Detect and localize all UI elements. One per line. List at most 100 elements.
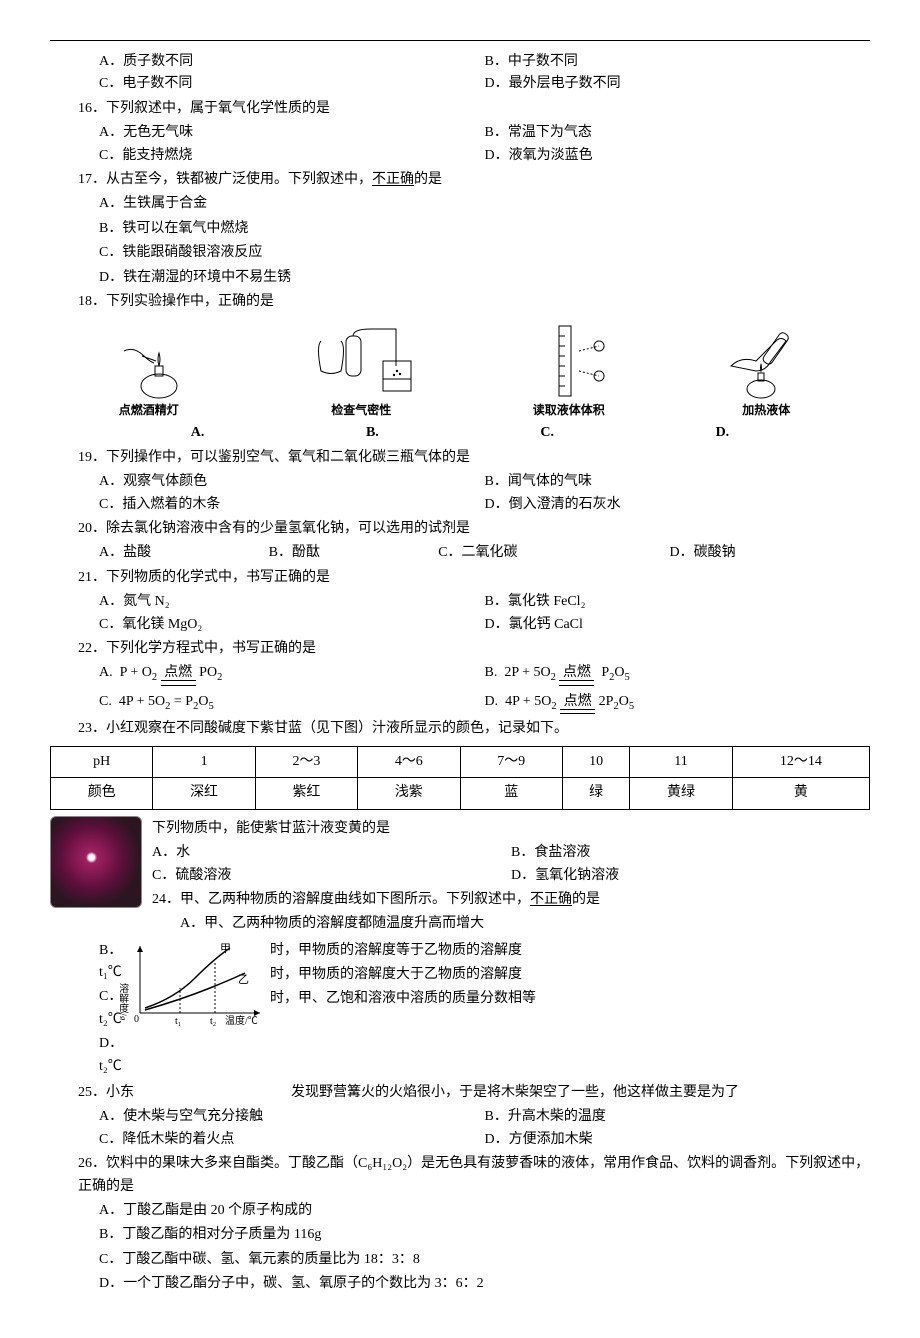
airtightness-icon	[301, 321, 421, 401]
q23-opt-d: D．氢氧化钠溶液	[511, 865, 870, 887]
q15-opt-d: D．最外层电子数不同	[485, 73, 871, 95]
q22-opt-b: B. 2P + 5O2 点燃 P2O5	[485, 662, 871, 687]
q23-sub-block: 下列物质中，能使紫甘蓝汁液变黄的是 A．水 B．食盐溶液 C．硫酸溶液 D．氢氧…	[50, 816, 870, 938]
q22-opt-d: D. 4P + 5O2 点燃 2P2O5	[485, 691, 871, 716]
q18-cap-b: 检查气密性	[301, 401, 421, 420]
q18-labels: A. B. C. D.	[50, 422, 870, 444]
q16-opt-a: A．无色无气味	[99, 122, 485, 144]
cabbage-image	[50, 816, 142, 908]
q22-row1: A. P + O2 点燃 PO2 B. 2P + 5O2 点燃 P2O5	[50, 662, 870, 687]
q22-lc: C.	[99, 694, 112, 709]
q23-r2: 浅紫	[358, 778, 460, 809]
q25-row2: C．降低木柴的着火点 D．方便添加木柴	[50, 1129, 870, 1151]
q25-opt-b: B．升高木柴的温度	[485, 1106, 871, 1128]
q20-opt-a: A．盐酸	[99, 542, 269, 564]
q23-opt-a: A．水	[152, 842, 511, 864]
curve-t1: t₁	[175, 1016, 181, 1027]
q23-srow2: C．硫酸溶液 D．氢氧化钠溶液	[152, 865, 870, 887]
q16-opt-c: C．能支持燃烧	[99, 145, 485, 167]
q24-c-post: 时，甲物质的溶解度大于乙物质的溶解度	[270, 964, 870, 986]
q15-opt-a: A．质子数不同	[99, 51, 485, 73]
q16-row2: C．能支持燃烧 D．液氧为淡蓝色	[50, 145, 870, 167]
q24-opt-a: A．甲、乙两种物质的溶解度都随温度升高而增大	[152, 913, 870, 935]
q22-opt-c: C. 4P + 5O2 = P2O5	[99, 691, 485, 716]
q19-opt-a: A．观察气体颜色	[99, 471, 485, 493]
q20-opt-d: D．碳酸钠	[670, 542, 840, 564]
q19-opt-b: B．闻气体的气味	[485, 471, 871, 493]
q21-opt-a: A．氮气 N₂	[99, 591, 485, 613]
q18-cap-c: 读取液体体积	[529, 401, 609, 420]
q18-lb: B.	[366, 422, 379, 444]
curve-label-yi: 乙	[238, 973, 249, 986]
q20-stem: 20．除去氯化钠溶液中含有的少量氢氧化钠，可以选用的试剂是	[50, 518, 870, 540]
q22-row2: C. 4P + 5O2 = P2O5 D. 4P + 5O2 点燃 2P2O5	[50, 691, 870, 716]
q18-ld: D.	[716, 422, 730, 444]
q17-opt-c: C．铁能跟硝酸银溶液反应	[50, 242, 870, 264]
q24-body: B．t₁℃ C．t₂℃ D．t₂℃ 甲 乙 t₁ t₂ 温度/℃ 溶解度/g 0…	[50, 938, 870, 1080]
page-top-rule	[50, 40, 870, 41]
q23-c3: 7～9	[460, 746, 562, 777]
q24-stem-u: 不正确	[530, 892, 572, 907]
q26-opt-c: C．丁酸乙酯中碳、氢、氧元素的质量比为 18：3：8	[50, 1249, 870, 1271]
q15-options-2: C．电子数不同 D．最外层电子数不同	[50, 73, 870, 95]
q24-c-pre: C．t₂℃	[50, 986, 120, 1031]
q25-row1: A．使木柴与空气充分接触 B．升高木柴的温度	[50, 1106, 870, 1128]
q21-row1: A．氮气 N₂ B．氯化铁 FeCl₂	[50, 591, 870, 613]
q24-stem-post: 的是	[572, 892, 600, 907]
q23-r5: 黄绿	[630, 778, 732, 809]
q23-r0: 深红	[153, 778, 255, 809]
svg-text:0: 0	[134, 1014, 139, 1025]
q23-opt-c: C．硫酸溶液	[152, 865, 511, 887]
q18-fig-b: 检查气密性	[301, 321, 421, 420]
q23-r4: 绿	[562, 778, 629, 809]
heat-liquid-icon	[716, 321, 816, 401]
q23-r6: 黄	[732, 778, 869, 809]
q23-srow1: A．水 B．食盐溶液	[152, 842, 870, 864]
q17-stem-u: 不正确	[372, 172, 414, 187]
q16-opt-d: D．液氧为淡蓝色	[485, 145, 871, 167]
q18-fig-a: 点燃酒精灯	[104, 321, 194, 420]
q23-c4: 10	[562, 746, 629, 777]
q18-cap-a: 点燃酒精灯	[104, 401, 194, 420]
q23-c6: 12～14	[732, 746, 869, 777]
q23-table: pH 1 2～3 4～6 7～9 10 11 12～14 颜色 深红 紫红 浅紫…	[50, 746, 870, 810]
q17-opt-d: D．铁在潮湿的环境中不易生锈	[50, 267, 870, 289]
q18-cap-d: 加热液体	[716, 401, 816, 420]
q16-stem: 16．下列叙述中，属于氧气化学性质的是	[50, 98, 870, 120]
curve-label-jia: 甲	[220, 943, 231, 955]
q19-row1: A．观察气体颜色 B．闻气体的气味	[50, 471, 870, 493]
q17-opt-b: B．铁可以在氧气中燃烧	[50, 218, 870, 240]
q21-opt-b: B．氯化铁 FeCl₂	[485, 591, 871, 613]
q22-opt-a: A. P + O2 点燃 PO2	[99, 662, 485, 687]
curve-t2: t₂	[210, 1016, 216, 1027]
q23-c1: 2～3	[255, 746, 357, 777]
q24-stem-pre: 24．甲、乙两种物质的溶解度曲线如下图所示。下列叙述中，	[152, 892, 530, 907]
q21-opt-d: D．氯化钙 CaCl	[485, 614, 871, 636]
q22-lb: B.	[485, 665, 498, 680]
q19-row2: C．插入燃着的木条 D．倒入澄清的石灰水	[50, 494, 870, 516]
q23-th-color: 颜色	[51, 778, 153, 809]
q23-c5: 11	[630, 746, 732, 777]
q24-b-post: 时，甲物质的溶解度等于乙物质的溶解度	[270, 940, 870, 962]
q17-stem: 17．从古至今，铁都被广泛使用。下列叙述中，不正确的是	[50, 169, 870, 191]
q17-stem-post: 的是	[414, 172, 442, 187]
q15-options: A．质子数不同 B．中子数不同	[50, 51, 870, 73]
q18-fig-c: 读取液体体积	[529, 321, 609, 420]
q16-opt-b: B．常温下为气态	[485, 122, 871, 144]
alcohol-lamp-icon	[104, 321, 194, 401]
q26-opt-b: B．丁酸乙酯的相对分子质量为 116g	[50, 1224, 870, 1246]
q23-r3: 蓝	[460, 778, 562, 809]
q18-figures: 点燃酒精灯 检查气密性 读取液体体积	[50, 321, 870, 420]
q24-b-pre: B．t₁℃	[50, 940, 120, 985]
q25-line: 25．小东 发现野营篝火的火焰很小，于是将木柴架空了一些，他这样做主要是为了	[50, 1082, 870, 1104]
q20-opt-c: C．二氧化碳	[438, 542, 669, 564]
q25-opt-c: C．降低木柴的着火点	[99, 1129, 485, 1151]
q23-th-ph: pH	[51, 746, 153, 777]
q25-stem: 25．小东	[50, 1085, 134, 1100]
q24-stem: 24．甲、乙两种物质的溶解度曲线如下图所示。下列叙述中，不正确的是	[152, 889, 870, 911]
q24-d-post: 时，甲、乙饱和溶液中溶质的质量分数相等	[270, 988, 870, 1010]
q19-stem: 19．下列操作中，可以鉴别空气、氧气和二氧化碳三瓶气体的是	[50, 447, 870, 469]
q18-fig-d: 加热液体	[716, 321, 816, 420]
q25-opt-d: D．方便添加木柴	[485, 1129, 871, 1151]
q23-c0: 1	[153, 746, 255, 777]
